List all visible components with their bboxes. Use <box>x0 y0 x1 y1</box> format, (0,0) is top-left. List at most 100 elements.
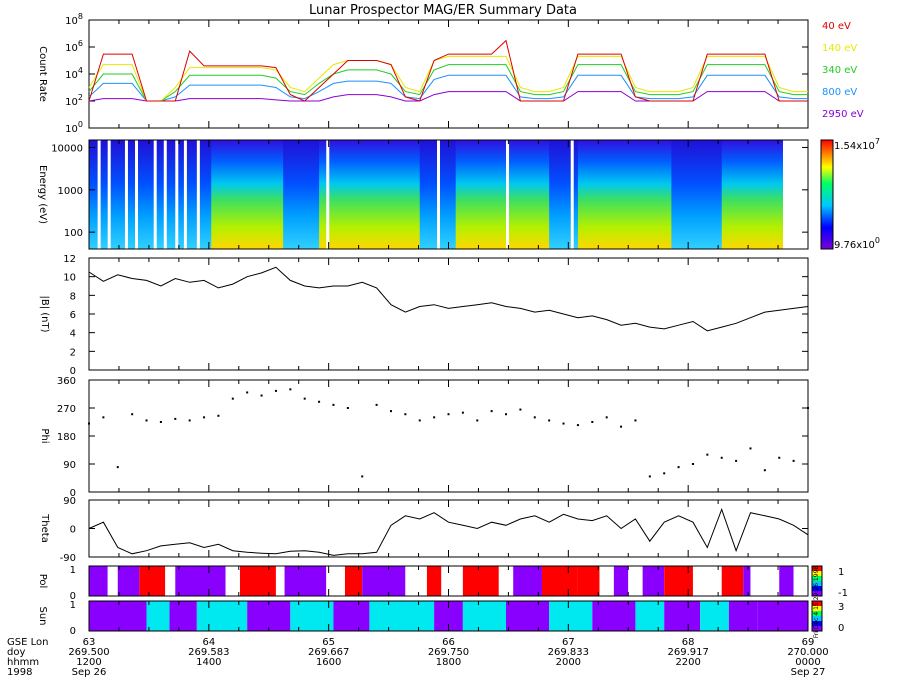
phi-point <box>505 413 508 416</box>
pol-segment <box>225 566 240 596</box>
spectrogram-gap <box>97 140 101 249</box>
spectrogram-ylabel: Energy (eV) <box>37 165 48 224</box>
sun-segment <box>549 601 593 631</box>
x-axis-tick-label: 269.917 <box>667 647 708 658</box>
spectrogram-gap <box>326 140 330 249</box>
sun-segment <box>592 601 636 631</box>
pol-segment <box>426 566 442 596</box>
phi-point <box>217 414 220 417</box>
spectrogram-gap <box>436 140 440 249</box>
sun-segment <box>196 601 248 631</box>
phi-ytick-label: 360 <box>57 376 76 387</box>
pol-ytick-label: 1 <box>70 565 76 576</box>
phi-point <box>174 417 177 420</box>
phi-point <box>749 447 752 450</box>
x-axis-tick-label: 269.500 <box>68 647 109 658</box>
theta-panel <box>88 499 809 558</box>
x-minor-ticks <box>88 500 809 557</box>
phi-point <box>720 456 723 459</box>
count-rate-legend-label: 140 eV <box>822 43 857 54</box>
phi-point <box>634 419 637 422</box>
phi-point <box>576 424 579 427</box>
x-axis-row-label: doy <box>7 647 25 658</box>
phi-point <box>807 407 809 409</box>
pol-ylabel: Pol <box>37 574 48 589</box>
sun-colorbar-label: 0 <box>838 623 844 634</box>
phi-point <box>159 421 162 423</box>
spectrogram-quiet-band <box>671 140 722 249</box>
spectrogram-ytick-label: 1000 <box>58 186 83 197</box>
count-rate-ytick-label: 100 <box>65 120 83 135</box>
count-rate-panel <box>88 19 809 129</box>
pol-segment <box>750 566 780 596</box>
b-magnitude-ytick-label: 8 <box>70 291 76 302</box>
x-axis-tick-label: 69 <box>802 637 815 648</box>
b-magnitude-ytick-label: 4 <box>70 329 76 340</box>
spectrogram-no-data <box>783 140 808 249</box>
spectrogram-gap <box>135 140 139 249</box>
spectrogram-gap <box>124 140 128 249</box>
sun-segment <box>169 601 197 631</box>
pol-segment <box>577 566 600 596</box>
phi-point <box>389 410 392 413</box>
phi-point <box>145 419 148 422</box>
b-magnitude-ytick-label: 0 <box>70 366 76 377</box>
pol-segment <box>779 566 794 596</box>
sun-segment <box>89 601 147 631</box>
x-minor-ticks <box>88 566 809 596</box>
x-minor-ticks <box>88 20 809 128</box>
phi-point <box>231 397 234 400</box>
spectrogram-gap <box>196 140 200 249</box>
energy-colorbar <box>820 139 834 250</box>
count-rate-series-line <box>88 39 808 102</box>
b-magnitude-ylabel: |B| (nT) <box>39 295 50 332</box>
spectrogram-quiet-band <box>89 140 212 249</box>
phi-panel <box>88 379 809 493</box>
x-axis-tick-label: 1600 <box>316 657 341 668</box>
sun-segment <box>462 601 507 631</box>
phi-point <box>548 419 551 422</box>
phi-ytick-label: 90 <box>63 460 76 471</box>
pol-segment <box>344 566 363 596</box>
pol-segment <box>599 566 614 596</box>
x-axis-tick-label: 68 <box>682 637 695 648</box>
phi-point <box>620 425 623 428</box>
x-axis-tick-label: 1800 <box>436 657 461 668</box>
phi-point <box>663 472 666 475</box>
phi-point <box>677 466 680 469</box>
pol-segment <box>275 566 285 596</box>
phi-point <box>778 456 781 459</box>
count-rate-legend-label: 40 eV <box>822 21 851 32</box>
b-magnitude-line <box>88 266 809 332</box>
phi-point <box>490 410 493 413</box>
spectrogram-gap <box>153 140 157 249</box>
sun-ylabel: Sun <box>37 606 48 625</box>
pol-segment <box>721 566 744 596</box>
sun-segment <box>146 601 170 631</box>
sun-ytick-label: 0 <box>70 626 76 637</box>
sun-segment <box>664 601 701 631</box>
x-axis-tick-label: Sep 27 <box>791 667 826 678</box>
phi-point <box>246 391 249 394</box>
spectrogram-ytick-label: 100 <box>64 228 83 239</box>
sun-segment <box>635 601 665 631</box>
theta-ytick-label: 90 <box>63 496 76 507</box>
spectrogram-gap <box>107 140 111 249</box>
sun-colorbar-label: 3 <box>838 602 844 613</box>
plot-timestamp: Fri Dec 4 15:29:26 1998 <box>813 566 820 639</box>
pol-segment <box>107 566 118 596</box>
phi-point <box>289 388 292 391</box>
energy-colorbar-min: 9.76x100 <box>834 236 880 251</box>
count-rate-series-line <box>88 64 808 102</box>
energy-colorbar-max: 1.54x107 <box>834 137 880 152</box>
count-rate-ytick-label: 102 <box>65 93 83 108</box>
count-rate-legend-label: 2950 eV <box>822 109 864 120</box>
phi-point <box>605 416 608 419</box>
pol-segment <box>692 566 722 596</box>
phi-point <box>303 397 306 400</box>
count-rate-ytick-label: 104 <box>65 66 83 81</box>
theta-ylabel: Theta <box>39 513 50 543</box>
phi-point <box>691 463 694 465</box>
